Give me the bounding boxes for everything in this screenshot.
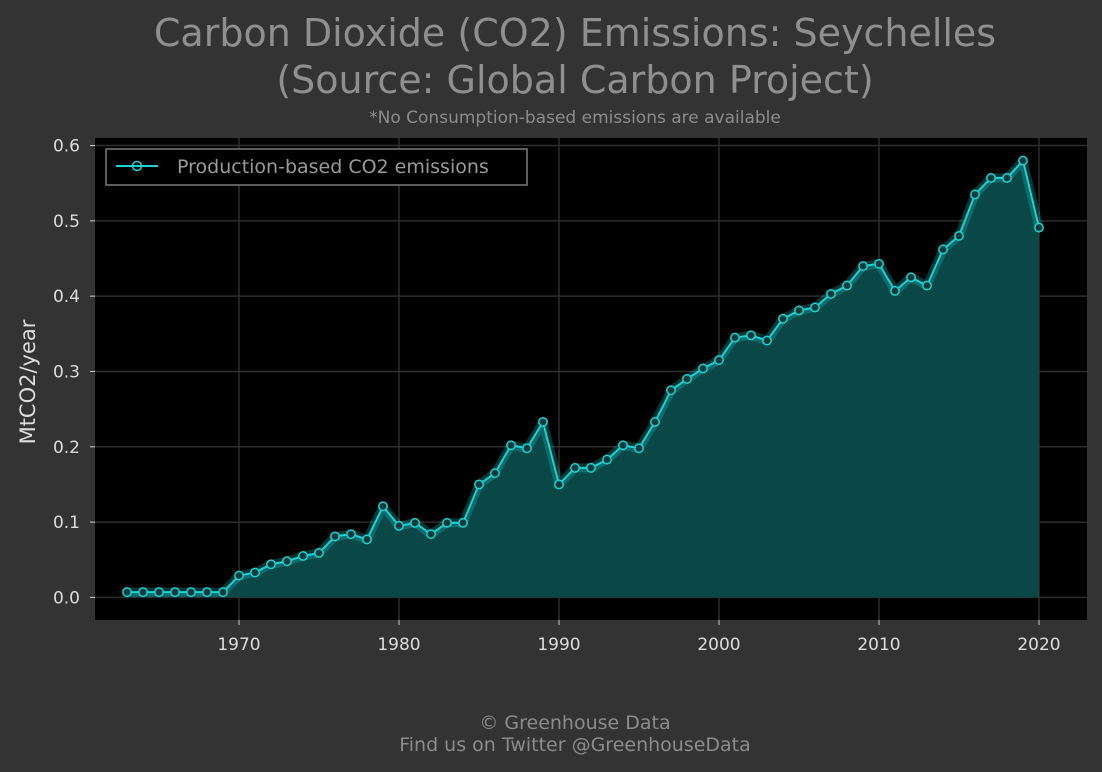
data-point xyxy=(842,280,852,291)
data-point xyxy=(714,355,724,366)
data-point xyxy=(602,454,612,465)
data-point xyxy=(314,548,324,558)
chart-title-line-2: (Source: Global Carbon Project) xyxy=(276,58,874,102)
series-area-fill xyxy=(127,160,1039,598)
x-tick-label: 2010 xyxy=(857,635,900,655)
data-point xyxy=(666,385,676,396)
y-tick-label: 0.1 xyxy=(53,513,80,533)
legend: Production-based CO2 emissions xyxy=(105,148,528,186)
y-tick-label: 0.5 xyxy=(53,212,80,232)
chart-subtitle: *No Consumption-based emissions are avai… xyxy=(369,108,781,128)
x-tick-label: 2000 xyxy=(697,635,740,655)
data-point xyxy=(394,520,404,531)
data-point xyxy=(458,517,468,528)
data-point xyxy=(410,517,420,528)
data-point xyxy=(378,501,388,512)
data-point xyxy=(218,587,228,598)
axes: 0.0 0.1 0.2 0.3 0.4 0.5 0.6 1970 1980 1990 2000 201… xyxy=(53,137,1061,655)
data-point xyxy=(522,443,532,454)
y-tick-label: 0.0 xyxy=(53,588,80,608)
data-point xyxy=(282,556,292,567)
data-point xyxy=(922,280,932,291)
data-point xyxy=(122,587,132,598)
data-point xyxy=(234,570,244,581)
data-point xyxy=(938,244,948,255)
data-point xyxy=(970,189,980,200)
data-point xyxy=(154,587,164,598)
data-point xyxy=(202,587,212,598)
data-point xyxy=(266,559,276,570)
data-point xyxy=(362,534,372,545)
data-point xyxy=(778,313,788,324)
x-tick-label: 1970 xyxy=(217,635,260,655)
y-tick-label: 0.3 xyxy=(53,362,80,382)
x-tick-label: 1980 xyxy=(377,635,420,655)
legend-entry-label: Production-based CO2 emissions xyxy=(177,156,489,178)
data-point xyxy=(634,443,644,454)
data-point xyxy=(346,529,356,540)
footer-credit: © Greenhouse Data xyxy=(479,712,671,734)
chart-title-line-1: Carbon Dioxide (CO2) Emissions: Seychell… xyxy=(153,11,997,55)
data-point xyxy=(586,462,596,473)
y-axis-label: MtCO2/year xyxy=(16,319,40,444)
data-point xyxy=(954,230,964,241)
data-point xyxy=(186,587,196,598)
data-point xyxy=(906,272,916,283)
data-point xyxy=(762,335,772,346)
data-point xyxy=(474,479,484,490)
data-point xyxy=(138,587,148,598)
x-tick-label: 2020 xyxy=(1017,635,1060,655)
y-tick-label: 0.2 xyxy=(53,438,80,458)
data-point xyxy=(506,440,516,451)
series-layer xyxy=(122,155,1044,598)
data-point xyxy=(746,330,756,341)
data-point xyxy=(986,172,996,183)
data-point xyxy=(1018,155,1028,166)
data-point xyxy=(650,416,660,427)
data-point xyxy=(426,529,436,540)
data-point xyxy=(442,517,452,528)
data-point xyxy=(250,567,260,578)
data-point xyxy=(554,479,564,490)
data-point xyxy=(1034,222,1044,233)
data-point xyxy=(170,587,180,598)
series-line xyxy=(127,159,1040,594)
data-point xyxy=(298,551,308,561)
data-point xyxy=(490,468,500,479)
data-point xyxy=(874,258,884,269)
legend-box xyxy=(105,148,528,186)
data-point xyxy=(330,531,340,542)
data-point xyxy=(570,462,580,473)
data-point xyxy=(858,261,868,271)
data-point xyxy=(698,363,708,374)
y-tick-label: 0.4 xyxy=(53,287,80,307)
x-tick-label: 1990 xyxy=(537,635,580,655)
data-point xyxy=(730,332,740,343)
data-point xyxy=(1002,172,1012,183)
data-point xyxy=(618,440,628,451)
data-point xyxy=(538,416,548,427)
footer-twitter: Find us on Twitter @GreenhouseData xyxy=(399,734,751,756)
data-point xyxy=(890,285,900,296)
legend-marker-icon xyxy=(131,160,143,172)
y-tick-label: 0.6 xyxy=(53,137,80,157)
data-point xyxy=(682,374,692,384)
data-point xyxy=(826,288,836,299)
data-point xyxy=(810,302,820,313)
data-point xyxy=(794,305,804,316)
